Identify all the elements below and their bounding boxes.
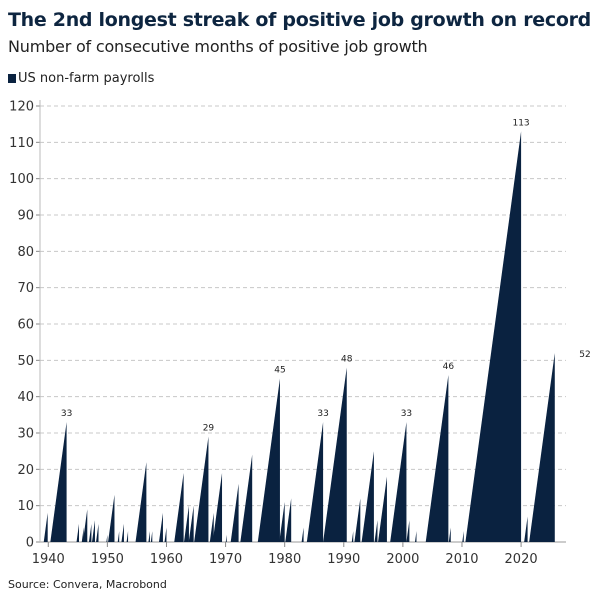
- streak-area: [150, 531, 153, 542]
- streak-area: [524, 516, 528, 542]
- y-tick-label: 110: [9, 136, 34, 151]
- data-label: 33: [317, 409, 328, 419]
- x-tick-label: 1950: [91, 552, 124, 567]
- legend-swatch: [8, 74, 16, 83]
- streak-area: [43, 512, 48, 542]
- streak-area: [351, 531, 354, 542]
- streak-area: [465, 131, 522, 542]
- chart-subtitle: Number of consecutive months of positive…: [8, 37, 428, 56]
- y-tick-label: 80: [17, 245, 34, 260]
- streak-area: [88, 523, 92, 542]
- data-label: 33: [61, 409, 72, 419]
- streak-area: [76, 523, 80, 542]
- streak-area: [406, 520, 410, 542]
- streak-area: [194, 436, 209, 542]
- streak-area: [108, 494, 115, 542]
- streak-area: [240, 454, 253, 542]
- y-tick-label: 0: [26, 536, 34, 551]
- streak-area: [285, 498, 292, 542]
- streak-area: [209, 512, 214, 542]
- streak-area: [50, 422, 67, 542]
- streak-area: [390, 422, 407, 542]
- streak-area: [225, 534, 227, 542]
- y-tick-label: 50: [17, 354, 34, 369]
- data-label: 29: [203, 424, 215, 434]
- chart-title: The 2nd longest streak of positive job g…: [8, 9, 591, 31]
- streak-area: [414, 531, 417, 542]
- streak-area: [106, 534, 108, 542]
- streak-area: [361, 451, 374, 542]
- legend-label: US non-farm payrolls: [18, 71, 155, 86]
- legend: US non-farm payrolls: [8, 71, 154, 86]
- streak-area: [164, 527, 167, 542]
- streak-area: [174, 472, 184, 542]
- streak-area: [462, 531, 464, 542]
- streak-area: [121, 523, 124, 542]
- data-label: 33: [401, 409, 412, 419]
- y-tick-label: 30: [17, 427, 34, 442]
- y-tick-label: 120: [9, 100, 34, 115]
- streak-area: [212, 472, 223, 542]
- x-tick-label: 2000: [386, 552, 419, 567]
- streak-area: [279, 502, 285, 542]
- streak-area: [81, 527, 84, 542]
- streak-area: [135, 462, 147, 542]
- streak-area: [301, 527, 304, 542]
- y-tick-label: 70: [17, 281, 34, 296]
- streak-area: [148, 531, 150, 542]
- x-tick-label: 1990: [327, 552, 360, 567]
- x-tick-label: 2020: [505, 552, 538, 567]
- streak-area: [188, 505, 194, 542]
- y-tick-label: 100: [9, 172, 34, 187]
- streak-area: [374, 520, 378, 542]
- source-note: Source: Convera, Macrobond: [8, 578, 167, 591]
- streak-area: [82, 509, 88, 542]
- streak-area: [378, 476, 387, 542]
- streak-area: [158, 512, 163, 542]
- y-tick-label: 20: [17, 463, 34, 478]
- streak-area: [126, 531, 129, 542]
- streak-area: [448, 527, 451, 542]
- streak-area: [306, 422, 324, 542]
- streak-area: [92, 520, 95, 542]
- x-tick-label: 1970: [209, 552, 242, 567]
- y-tick-label: 90: [17, 209, 34, 224]
- x-tick-label: 2010: [445, 552, 478, 567]
- x-tick-label: 1940: [32, 552, 65, 567]
- data-label: 113: [512, 118, 529, 128]
- streak-area: [184, 505, 189, 542]
- y-tick-label: 40: [17, 390, 34, 405]
- streak-area: [230, 483, 239, 542]
- streak-area: [354, 498, 361, 542]
- streak-area: [425, 374, 449, 542]
- data-label: 45: [274, 366, 285, 376]
- data-label: 48: [341, 355, 353, 365]
- x-tick-label: 1960: [150, 552, 183, 567]
- streak-area: [323, 367, 347, 542]
- data-label: 52: [579, 350, 590, 360]
- y-tick-label: 60: [17, 318, 34, 333]
- streak-area: [96, 523, 99, 542]
- data-label: 46: [443, 362, 455, 372]
- streak-area: [117, 531, 120, 542]
- streak-area: [257, 378, 280, 542]
- y-tick-label: 10: [17, 499, 34, 514]
- x-tick-label: 1980: [268, 552, 301, 567]
- streak-area: [529, 353, 555, 542]
